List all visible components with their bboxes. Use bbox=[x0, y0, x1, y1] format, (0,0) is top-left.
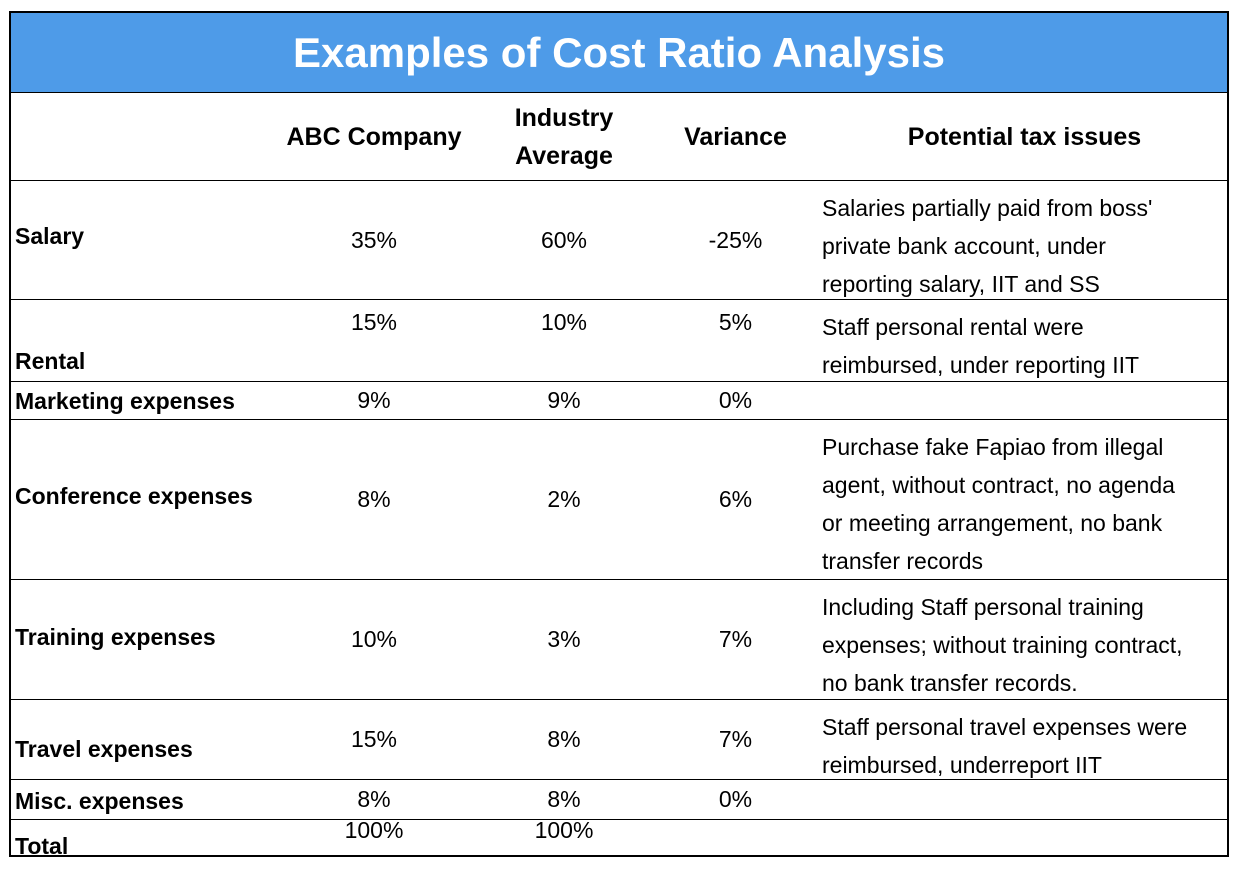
cell-variance: 6% bbox=[718, 486, 753, 512]
cost-ratio-table: Examples of Cost Ratio Analysis ABC Comp… bbox=[9, 11, 1229, 859]
row-label: Rental bbox=[15, 348, 86, 374]
tax-issue-line: Salaries partially paid from boss' bbox=[822, 195, 1153, 221]
cell-variance: -25% bbox=[708, 226, 763, 253]
cell-industry: 8% bbox=[547, 786, 581, 812]
cell-variance: 0% bbox=[718, 786, 753, 812]
tax-issue-line: expenses; without training contract, bbox=[822, 632, 1183, 658]
cell-tax-issues: Staff personal rental were reimbursed, un… bbox=[822, 308, 1227, 384]
cell-abc: 8% bbox=[357, 786, 391, 812]
tax-issue-line: or meeting arrangement, no bank bbox=[822, 510, 1163, 536]
cell-abc: 15% bbox=[350, 309, 398, 335]
cell-tax-issues: Purchase fake Fapiao from illegal agent, … bbox=[822, 428, 1227, 580]
cell-industry: 8% bbox=[547, 726, 581, 752]
tax-issue-line: Staff personal travel expenses were bbox=[822, 714, 1188, 740]
cell-variance bbox=[649, 812, 822, 849]
tax-issue-line: transfer records bbox=[822, 548, 984, 574]
table-row: Travel expenses 15% 8% 7% Staff personal tra… bbox=[11, 700, 1227, 780]
tax-issue-line: reimbursed, under reporting IIT bbox=[822, 352, 1140, 378]
tax-issue-line: Including Staff personal training bbox=[822, 594, 1144, 620]
row-label: Conference expenses bbox=[15, 483, 253, 509]
row-label: Training expenses bbox=[15, 624, 216, 650]
table-row: Total 100% 100% bbox=[11, 817, 1227, 859]
tax-issue-line: reporting salary, IIT and SS bbox=[822, 271, 1100, 297]
cell-abc: 15% bbox=[350, 726, 398, 752]
table-row: Misc. expenses 8% 8% 0% bbox=[11, 780, 1227, 820]
header-industry-line2: Average bbox=[515, 141, 613, 170]
cell-abc: 10% bbox=[350, 626, 398, 652]
cell-tax-issues: Including Staff personal training expense… bbox=[822, 588, 1227, 702]
cell-abc: 9% bbox=[357, 387, 391, 413]
header-abc-company: ABC Company bbox=[286, 122, 462, 151]
table-row: Conference expenses 8% 2% 6% Purchase fake F… bbox=[11, 420, 1227, 580]
cell-industry: 2% bbox=[547, 486, 581, 512]
tax-issue-line: reimbursed, underreport IIT bbox=[822, 752, 1102, 778]
tax-issue-line: Purchase fake Fapiao from illegal bbox=[822, 434, 1164, 460]
cell-industry: 3% bbox=[547, 626, 581, 652]
cell-industry: 9% bbox=[547, 387, 581, 413]
header-industry-line1: Industry bbox=[514, 103, 614, 132]
row-label: Marketing expenses bbox=[15, 388, 235, 414]
header-row: ABC Company Industry Average Variance Po… bbox=[11, 93, 1227, 181]
tax-issue-line: agent, without contract, no agenda bbox=[822, 472, 1175, 498]
row-label: Travel expenses bbox=[15, 736, 193, 762]
cell-variance: 7% bbox=[718, 626, 753, 652]
header-potential-tax-issues: Potential tax issues bbox=[907, 122, 1142, 151]
tax-issue-line: Staff personal rental were bbox=[822, 314, 1084, 340]
cell-variance: 5% bbox=[718, 309, 753, 335]
row-label: Misc. expenses bbox=[15, 788, 184, 814]
row-label: Salary bbox=[15, 223, 85, 249]
cell-abc: 8% bbox=[357, 486, 391, 512]
cell-abc: 100% bbox=[344, 817, 404, 843]
table-row: Training expenses 10% 3% 7% Including Staff … bbox=[11, 580, 1227, 700]
table-title: Examples of Cost Ratio Analysis bbox=[11, 13, 1227, 93]
cell-variance: 0% bbox=[718, 387, 753, 413]
cell-tax-issues: Salaries partially paid from boss' privat… bbox=[822, 189, 1227, 303]
cell-industry: 100% bbox=[534, 817, 594, 843]
row-label: Total bbox=[15, 833, 69, 859]
cell-industry: 10% bbox=[540, 309, 588, 335]
table-row: Marketing expenses 9% 9% 0% bbox=[11, 382, 1227, 420]
cell-tax-issues: Staff personal travel expenses were reimb… bbox=[822, 708, 1227, 784]
header-variance: Variance bbox=[684, 122, 787, 151]
header-industry-average: Industry Average bbox=[479, 93, 649, 180]
cell-industry: 60% bbox=[540, 226, 588, 253]
tax-issue-line: private bank account, under bbox=[822, 233, 1106, 259]
cell-variance: 7% bbox=[718, 726, 753, 752]
tax-issue-line: no bank transfer records. bbox=[822, 670, 1078, 696]
table-row: Rental 15% 10% 5% Staff personal rental were… bbox=[11, 300, 1227, 382]
table-row: Salary 35% 60% -25% Salaries partially paid … bbox=[11, 181, 1227, 300]
cell-abc: 35% bbox=[350, 226, 398, 253]
